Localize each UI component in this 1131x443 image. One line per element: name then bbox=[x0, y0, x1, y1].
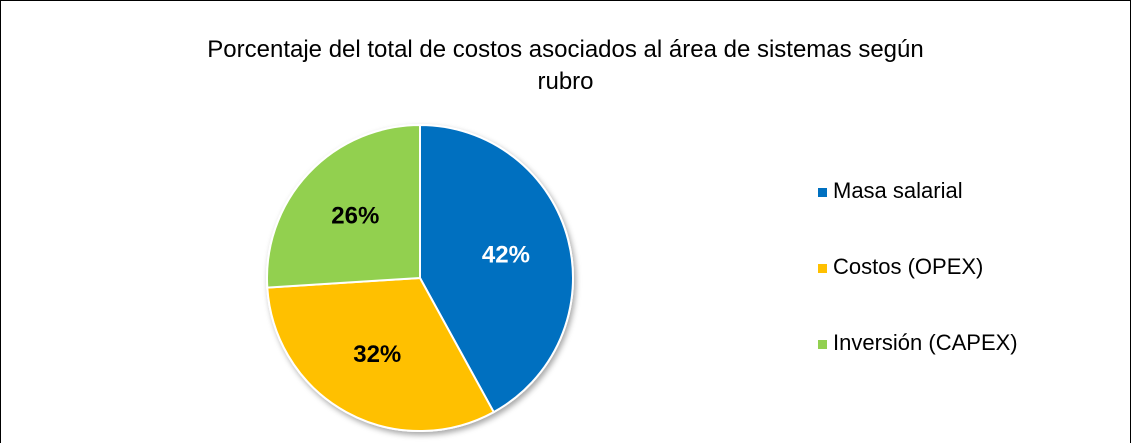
pie bbox=[266, 123, 574, 432]
data-label: 32% bbox=[353, 341, 401, 368]
legend-marker bbox=[818, 264, 827, 273]
pie-slice bbox=[266, 276, 496, 432]
data-label: 42% bbox=[482, 241, 530, 268]
legend-marker bbox=[818, 340, 827, 349]
legend-label: Masa salarial bbox=[833, 178, 963, 203]
pie-slice bbox=[266, 123, 421, 289]
legend-marker bbox=[818, 188, 827, 197]
chart-title: Porcentaje del total de costos asociados… bbox=[207, 36, 924, 95]
chart-title-box: Porcentaje del total de costos asociados… bbox=[0, 34, 1131, 98]
legend-label: Costos (OPEX) bbox=[833, 254, 983, 279]
data-label: 26% bbox=[331, 203, 379, 230]
legend-label: Inversión (CAPEX) bbox=[833, 330, 1018, 355]
pie-slice bbox=[419, 123, 574, 414]
